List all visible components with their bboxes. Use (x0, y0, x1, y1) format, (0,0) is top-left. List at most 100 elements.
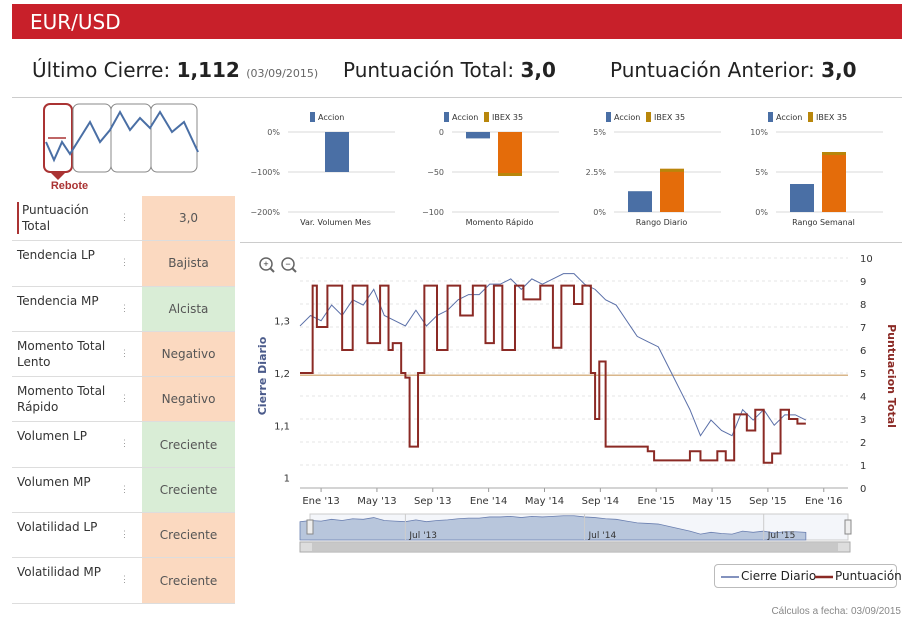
right-axis-label: Puntuacion Total (885, 324, 898, 428)
legend-label: Accion (318, 113, 344, 122)
navigator-tick-label: Jul '15 (767, 531, 796, 541)
right-tick-label: 6 (860, 346, 866, 357)
legend-label: Accion (452, 113, 478, 122)
x-tick-label: Ene '14 (470, 496, 507, 507)
scrollbar-thumb[interactable] (312, 543, 838, 551)
x-tick-label: Ene '15 (637, 496, 674, 507)
indicator-value: Negativo (142, 377, 235, 422)
indicator-label: Momento Total Lento (17, 338, 106, 369)
x-tick-label: May '15 (692, 496, 731, 507)
bar (660, 168, 684, 212)
drag-handle-icon: ⋮ (120, 483, 129, 494)
drag-handle-icon: ⋮ (120, 212, 129, 222)
legend-label: Accion (776, 113, 802, 122)
indicator-row: Volumen LP ⋮ Creciente (12, 422, 235, 468)
right-tick-label: 5 (860, 369, 866, 380)
last-close-date: (03/09/2015) (246, 67, 319, 80)
right-tick-label: 9 (860, 277, 866, 288)
navigator-handle[interactable] (306, 519, 314, 535)
right-tick-label: 7 (860, 323, 866, 334)
right-tick-label: 2 (860, 438, 866, 449)
legend-swatch (310, 112, 315, 122)
tick-label: 5% (593, 128, 606, 137)
indicator-row: Puntuación Total ⋮ 3,0 (12, 196, 235, 242)
navigator-handle[interactable] (844, 519, 852, 535)
zoom-symbol: + (263, 259, 268, 269)
zoom-symbol: − (285, 259, 290, 269)
left-tick-label: 1,2 (274, 369, 290, 380)
zoom-icon[interactable] (281, 257, 295, 271)
zoom-icon[interactable] (259, 257, 273, 271)
tick-label: 5% (755, 168, 768, 177)
tick-label: −50 (427, 168, 444, 177)
indicator-label: Tendencia LP (17, 248, 95, 263)
mini-chart-title: Rango Semanal (792, 218, 855, 227)
right-tick-label: 1 (860, 461, 866, 472)
indicator-row: Tendencia MP ⋮ Alcista (12, 286, 235, 332)
title-bar: EUR/USD (12, 4, 902, 39)
x-tick-label: May '13 (357, 496, 396, 507)
navigator-series (299, 515, 807, 541)
tick-label: 0 (439, 128, 444, 137)
indicator-label: Volumen MP (17, 474, 91, 489)
divider (240, 242, 902, 243)
tick-label: −200% (250, 208, 280, 217)
legend-swatch (646, 112, 651, 122)
total-score: Puntuación Total: 3,0 (343, 58, 556, 82)
drag-handle-icon: ⋮ (120, 529, 129, 540)
legend-score[interactable]: Puntuación (835, 569, 902, 583)
tick-label: 0% (593, 208, 606, 217)
bar (466, 132, 490, 139)
indicator-value: Creciente (142, 558, 235, 603)
last-close-value: 1,112 (176, 58, 240, 82)
left-tick-label: 1,1 (274, 421, 290, 432)
legend-label: IBEX 35 (492, 113, 523, 122)
bar (498, 132, 522, 176)
mini-chart-title: Rango Diario (636, 218, 688, 227)
indicator-row: Volatilidad MP ⋮ Creciente (12, 558, 235, 604)
drag-handle-icon: ⋮ (120, 393, 129, 404)
indicator-label: Volumen LP (17, 429, 87, 444)
navigator-tick-label: Jul '13 (408, 531, 437, 541)
tick-label: −100 (422, 208, 444, 217)
x-tick-label: Sep '14 (582, 496, 620, 507)
indicator-label: Momento Total Rápido (17, 384, 106, 415)
right-tick-label: 10 (860, 254, 873, 265)
indicator-table: Puntuación Total ⋮ 3,0 Tendencia LP ⋮ Bajista… (12, 196, 235, 604)
right-tick-label: 8 (860, 300, 866, 311)
indicator-value: Negativo (142, 331, 235, 377)
indicator-value: Creciente (142, 513, 235, 558)
drag-handle-icon: ⋮ (120, 347, 129, 358)
chart-legend: Cierre Diario Puntuación (714, 564, 902, 588)
left-axis-label: Cierre Diario (256, 336, 269, 415)
indicator-label: Volatilidad LP (17, 520, 98, 535)
bar-cap (498, 173, 522, 176)
drag-handle-icon: ⋮ (120, 302, 129, 313)
zoom-handle (269, 267, 275, 273)
indicator-label: Puntuación Total (17, 202, 117, 234)
legend-swatch (444, 112, 449, 122)
x-tick-label: Ene '16 (805, 496, 842, 507)
calculation-date: Cálculos a fecha: 03/09/2015 (771, 606, 901, 617)
legend-price[interactable]: Cierre Diario (741, 569, 817, 583)
legend-swatch (484, 112, 489, 122)
pattern-icon (43, 103, 199, 180)
indicator-row: Momento Total Rápido ⋮ Negativo (12, 377, 235, 423)
indicator-row: Momento Total Lento ⋮ Negativo (12, 331, 235, 378)
tick-label: 0% (267, 128, 280, 137)
x-tick-label: Ene '13 (302, 496, 339, 507)
last-close-label: Último Cierre: (32, 58, 171, 82)
drag-handle-icon: ⋮ (120, 438, 129, 449)
summary-bar: Último Cierre: 1,112 (03/09/2015) Puntua… (0, 56, 905, 86)
indicator-value: Creciente (142, 422, 235, 467)
mini-chart-title: Var. Volumen Mes (300, 218, 371, 227)
previous-score-label: Puntuación Anterior: (610, 58, 815, 82)
x-tick-label: Sep '15 (749, 496, 787, 507)
drag-handle-icon: ⋮ (120, 574, 129, 585)
x-tick-label: Sep '13 (414, 496, 452, 507)
bar-cap (822, 152, 846, 155)
mini-chart-weekly-range: 10% 5% 0% Accion IBEX 35 Rango Semanal (728, 104, 893, 234)
bar (790, 184, 814, 212)
divider (12, 97, 902, 98)
